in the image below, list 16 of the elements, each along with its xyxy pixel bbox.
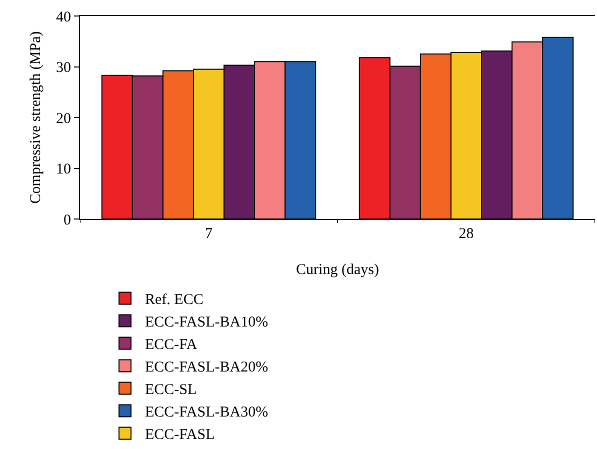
legend-label: ECC-FA [145, 337, 198, 354]
x-tick-label: 7 [205, 226, 213, 242]
y-tick-label: 40 [56, 9, 71, 26]
y-tick-label: 0 [64, 212, 71, 228]
legend-label: ECC-SL [145, 382, 197, 398]
legend-label: ECC-FASL-BA10% [145, 314, 268, 331]
legend-label: ECC-FASL-BA30% [145, 404, 268, 421]
y-axis-title: Compressive strength (MPa) [28, 31, 44, 204]
legend-label: ECC-FASL-BA20% [145, 360, 268, 376]
x-tick-label: 28 [458, 226, 474, 242]
x-axis-title: Curing (days) [296, 262, 379, 278]
y-tick-label: 10 [56, 162, 71, 178]
legend-label: ECC-FASL [145, 427, 215, 444]
legend-label: Ref. ECC [145, 292, 204, 308]
y-tick-label: 30 [56, 60, 71, 76]
y-tick-label: 20 [56, 110, 71, 127]
